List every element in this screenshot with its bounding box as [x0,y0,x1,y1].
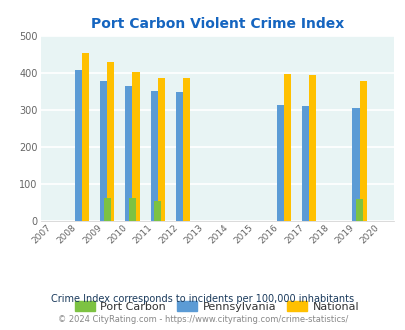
Text: © 2024 CityRating.com - https://www.cityrating.com/crime-statistics/: © 2024 CityRating.com - https://www.city… [58,315,347,324]
Bar [132,72,139,221]
Bar [100,81,107,221]
Bar [355,199,362,221]
Bar [107,62,114,221]
Bar [157,78,164,221]
Bar [129,198,136,221]
Bar [103,198,111,221]
Bar [276,105,283,221]
Legend: Port Carbon, Pennsylvania, National: Port Carbon, Pennsylvania, National [70,297,363,316]
Bar [352,108,358,221]
Bar [82,53,89,221]
Bar [308,76,315,221]
Bar [358,81,366,221]
Bar [283,74,290,221]
Bar [301,106,308,221]
Bar [154,201,161,221]
Bar [150,91,157,221]
Title: Port Carbon Violent Crime Index: Port Carbon Violent Crime Index [90,17,343,31]
Bar [75,70,82,221]
Bar [175,92,182,221]
Bar [125,86,132,221]
Bar [182,78,190,221]
Text: Crime Index corresponds to incidents per 100,000 inhabitants: Crime Index corresponds to incidents per… [51,294,354,304]
